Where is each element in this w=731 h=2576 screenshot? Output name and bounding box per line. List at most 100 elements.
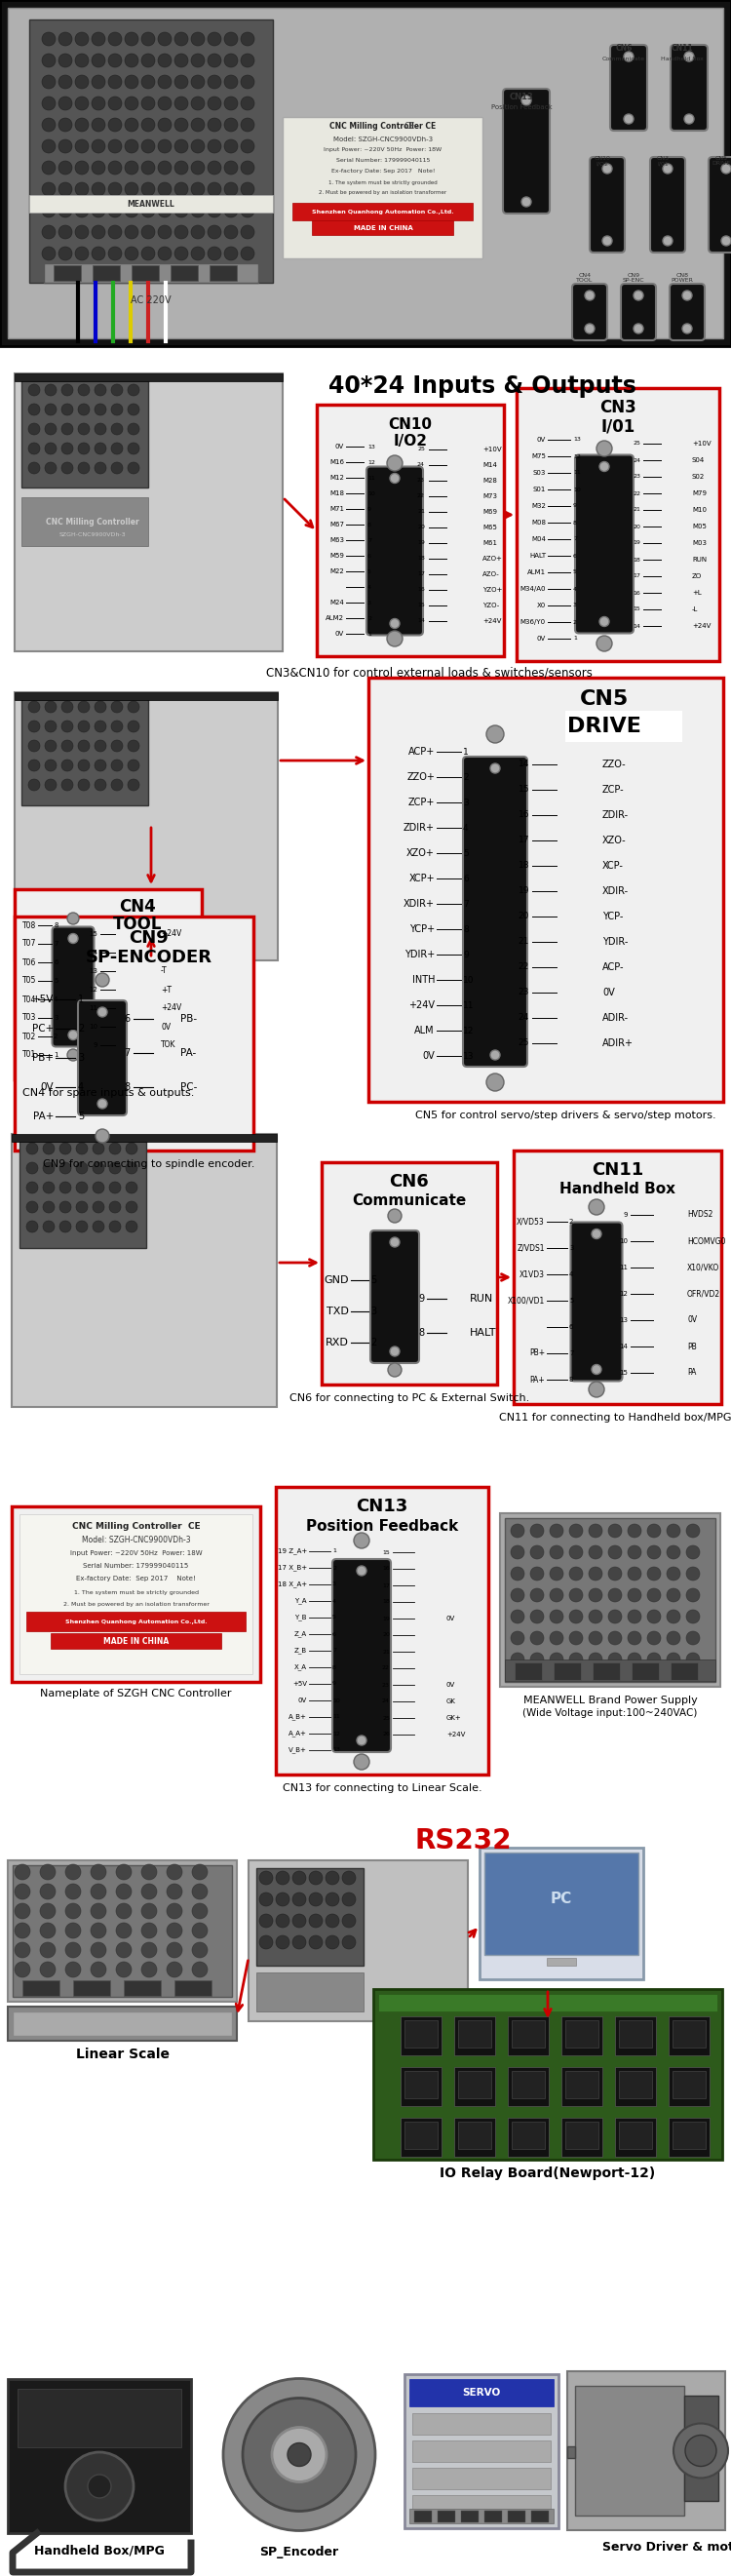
Circle shape <box>240 183 254 196</box>
Bar <box>461 2512 479 2522</box>
FancyBboxPatch shape <box>366 466 423 636</box>
Circle shape <box>628 1631 641 1646</box>
Circle shape <box>309 1893 322 1906</box>
Bar <box>505 1517 716 1682</box>
Text: Z_A: Z_A <box>294 1631 307 1638</box>
Text: 11: 11 <box>333 1716 340 1718</box>
Circle shape <box>325 1870 339 1886</box>
Text: 16: 16 <box>633 590 640 595</box>
Circle shape <box>40 1942 56 1958</box>
Text: PA-: PA- <box>181 1048 196 1059</box>
Circle shape <box>191 118 205 131</box>
Text: ADIR-: ADIR- <box>602 1012 629 1023</box>
Bar <box>170 265 198 281</box>
Text: 2. Must be powered by an isolation transformer: 2. Must be powered by an isolation trans… <box>63 1602 209 1607</box>
Circle shape <box>45 739 56 752</box>
Bar <box>575 2385 684 2517</box>
Circle shape <box>309 1935 322 1950</box>
Text: GK+: GK+ <box>447 1716 462 1721</box>
Circle shape <box>175 75 188 88</box>
Text: 19: 19 <box>417 541 425 546</box>
Circle shape <box>67 912 79 925</box>
Text: 14: 14 <box>417 618 425 623</box>
Text: +24V: +24V <box>692 623 711 629</box>
Bar <box>670 1662 698 1680</box>
Bar <box>454 2017 495 2056</box>
Text: PB+: PB+ <box>32 1054 53 1064</box>
Bar <box>458 2071 491 2099</box>
Text: I/O2: I/O2 <box>393 435 428 448</box>
Text: 26: 26 <box>382 1731 390 1736</box>
Circle shape <box>550 1546 564 1558</box>
Text: 23: 23 <box>417 479 425 484</box>
Bar <box>565 2071 599 2099</box>
Circle shape <box>167 1942 182 1958</box>
Text: RXD: RXD <box>326 1337 349 1347</box>
Circle shape <box>128 384 140 397</box>
Circle shape <box>42 31 56 46</box>
Circle shape <box>608 1589 622 1602</box>
Circle shape <box>78 760 90 770</box>
Text: 9: 9 <box>463 951 469 958</box>
Circle shape <box>108 118 122 131</box>
Circle shape <box>569 1546 583 1558</box>
Circle shape <box>192 1942 208 1958</box>
Circle shape <box>94 701 106 714</box>
Circle shape <box>94 739 106 752</box>
Text: ALM: ALM <box>414 1025 435 1036</box>
Text: X0: X0 <box>537 603 546 608</box>
Text: +24V: +24V <box>482 618 501 623</box>
Text: YZO+: YZO+ <box>482 587 502 592</box>
Circle shape <box>175 95 188 111</box>
Circle shape <box>158 247 172 260</box>
Text: 7: 7 <box>53 940 58 948</box>
Text: 3: 3 <box>463 799 469 806</box>
Text: Z/VDS1: Z/VDS1 <box>517 1244 545 1252</box>
Text: PB-: PB- <box>181 1015 197 1023</box>
Circle shape <box>673 2424 728 2478</box>
Text: OFR/VD2: OFR/VD2 <box>687 1291 720 1298</box>
Text: 5: 5 <box>333 1615 336 1620</box>
Circle shape <box>94 443 106 453</box>
Text: 1: 1 <box>463 747 469 757</box>
Bar <box>515 1662 542 1680</box>
FancyBboxPatch shape <box>371 1231 419 1363</box>
Circle shape <box>128 422 140 435</box>
Circle shape <box>511 1566 524 1582</box>
Circle shape <box>78 701 90 714</box>
Circle shape <box>240 118 254 131</box>
Text: 22: 22 <box>632 492 640 495</box>
Circle shape <box>608 1631 622 1646</box>
Circle shape <box>608 1525 622 1538</box>
Bar <box>615 2066 656 2107</box>
Circle shape <box>29 422 40 435</box>
FancyBboxPatch shape <box>590 157 625 252</box>
Text: X/VD53: X/VD53 <box>517 1218 545 1226</box>
Circle shape <box>108 160 122 175</box>
Bar <box>673 2071 705 2099</box>
Text: Model: SZGH-CNC9900VDh-3: Model: SZGH-CNC9900VDh-3 <box>333 137 433 142</box>
Circle shape <box>647 1589 661 1602</box>
Text: 6: 6 <box>368 554 371 559</box>
Bar <box>508 2017 549 2056</box>
Circle shape <box>192 1883 208 1899</box>
Bar <box>619 2123 652 2148</box>
Circle shape <box>608 1546 622 1558</box>
Circle shape <box>126 1162 137 1175</box>
Circle shape <box>287 2442 311 2465</box>
Text: 0V: 0V <box>537 438 546 443</box>
Bar <box>438 2512 455 2522</box>
Circle shape <box>596 440 612 456</box>
Circle shape <box>76 1182 88 1193</box>
Circle shape <box>599 461 609 471</box>
Bar <box>412 2414 550 2434</box>
Circle shape <box>686 1654 700 1667</box>
Text: 13: 13 <box>368 443 375 448</box>
Text: M03: M03 <box>692 541 707 546</box>
FancyBboxPatch shape <box>575 456 634 634</box>
Circle shape <box>94 422 106 435</box>
Text: 22: 22 <box>417 495 425 500</box>
Text: 5: 5 <box>573 569 577 574</box>
Circle shape <box>125 118 138 131</box>
Text: 0V: 0V <box>602 987 615 997</box>
